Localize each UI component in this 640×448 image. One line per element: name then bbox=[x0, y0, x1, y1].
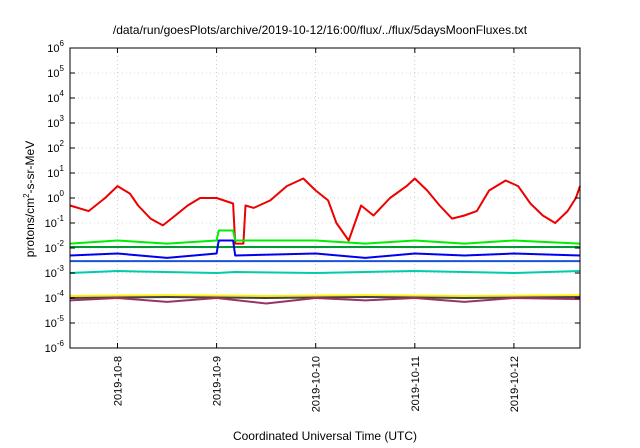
series-line-1 bbox=[69, 177, 581, 245]
x-tick-label: 2019-10-9 bbox=[212, 356, 224, 406]
x-tick-label: 2019-10-10 bbox=[311, 356, 323, 412]
y-tick-label: 100 bbox=[47, 189, 64, 205]
y-tick-label: 102 bbox=[47, 139, 64, 155]
series-line-4 bbox=[69, 239, 581, 259]
y-tick-label: 106 bbox=[47, 39, 64, 55]
y-tick-label: 10-1 bbox=[45, 214, 65, 230]
x-tick-label: 2019-10-12 bbox=[509, 356, 521, 412]
chart-title: /data/run/goesPlots/archive/2019-10-12/1… bbox=[113, 23, 528, 37]
y-tick-label: 104 bbox=[47, 89, 64, 105]
y-axis: 10-6 10-5 10-4 10-3 10-2 10-1 100 101 102 103 104 1… bbox=[45, 39, 580, 355]
y-tick-label: 10-3 bbox=[45, 264, 65, 280]
y-tick-label: 105 bbox=[47, 64, 64, 80]
x-axis-label: Coordinated Universal Time (UTC) bbox=[233, 429, 417, 443]
y-tick-label: 10-4 bbox=[45, 289, 65, 305]
y-tick-label: 101 bbox=[47, 164, 64, 180]
series-line-7 bbox=[69, 294, 581, 297]
y-tick-label: 10-2 bbox=[45, 239, 65, 255]
y-tick-label: 10-6 bbox=[45, 339, 65, 355]
series-line-9 bbox=[69, 297, 581, 305]
x-axis: 2019-10-8 2019-10-9 2019-10-10 2019-10-11 20… bbox=[112, 48, 521, 412]
series-line-2 bbox=[69, 229, 581, 245]
y-axis-label: protons/cm2-s-sr-MeV bbox=[22, 141, 37, 257]
y-tick-label: 10-5 bbox=[45, 314, 65, 330]
series-line-6 bbox=[69, 270, 581, 274]
x-tick-label: 2019-10-8 bbox=[112, 356, 124, 406]
x-tick-label: 2019-10-11 bbox=[410, 356, 422, 411]
y-tick-label: 103 bbox=[47, 114, 64, 130]
series-group bbox=[69, 177, 581, 305]
